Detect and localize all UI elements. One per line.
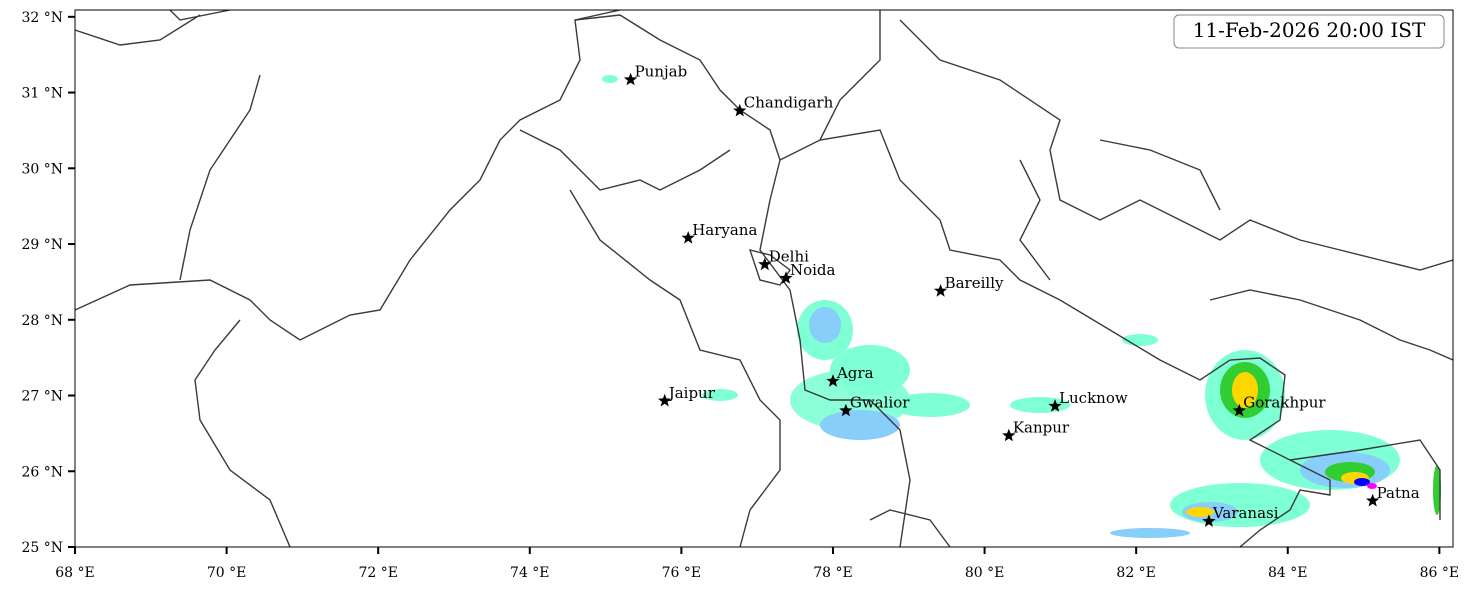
city-marker: [839, 403, 853, 417]
y-tick-label: 29 °N: [21, 237, 63, 253]
x-tick-label: 74 °E: [510, 565, 549, 581]
city-label: Varanasi: [1212, 504, 1279, 522]
x-tick-label: 82 °E: [1116, 565, 1155, 581]
city-label: Lucknow: [1059, 389, 1128, 407]
city-marker: [758, 257, 772, 271]
city-label: Chandigarh: [744, 94, 834, 112]
x-tick-label: 78 °E: [813, 565, 852, 581]
city-label: Gorakhpur: [1243, 394, 1326, 412]
map-title: 11-Feb-2026 20:00 IST: [1193, 18, 1426, 42]
map-layer: [75, 10, 1453, 547]
city-marker: [1002, 428, 1016, 442]
y-tick-label: 26 °N: [21, 464, 63, 480]
y-tick-label: 32 °N: [21, 10, 63, 26]
city-label: Jaipur: [667, 384, 716, 402]
y-tick-label: 30 °N: [21, 161, 63, 177]
city-marker: [1366, 493, 1380, 507]
x-tick-label: 76 °E: [662, 565, 701, 581]
city-marker: [623, 72, 638, 86]
y-tick-label: 28 °N: [21, 313, 63, 329]
x-tick-label: 68 °E: [55, 565, 94, 581]
x-tick-label: 80 °E: [965, 565, 1004, 581]
y-tick-label: 27 °N: [21, 389, 63, 405]
city-label: Haryana: [692, 221, 757, 239]
city-marker: [733, 103, 747, 117]
city-label: Delhi: [769, 247, 809, 265]
x-tick-label: 86 °E: [1420, 565, 1459, 581]
city-label: Noida: [790, 261, 836, 279]
city-label: Bareilly: [945, 274, 1004, 292]
city-marker: [1202, 514, 1216, 527]
city-label: Gwalior: [850, 394, 910, 412]
x-tick-label: 72 °E: [358, 565, 397, 581]
city-marker: [658, 393, 672, 407]
plot-frame: [74, 9, 1454, 548]
city-marker: [779, 271, 793, 284]
y-tick-label: 31 °N: [21, 86, 63, 102]
city-label: Kanpur: [1013, 419, 1070, 437]
city-label: Agra: [836, 364, 874, 382]
city-marker: [1048, 399, 1062, 412]
boundaries: [75, 10, 1453, 547]
city-marker: [681, 231, 695, 244]
city-marker: [826, 374, 840, 387]
x-tick-label: 84 °E: [1268, 565, 1307, 581]
x-tick-label: 70 °E: [207, 565, 246, 581]
city-marker: [1232, 403, 1246, 417]
y-tick-label: 25 °N: [21, 540, 63, 556]
city-label: Patna: [1377, 484, 1420, 502]
city-marker: [934, 284, 948, 297]
precipitation: [602, 75, 1441, 538]
title-box: [1173, 14, 1445, 49]
city-label: Punjab: [635, 63, 688, 81]
